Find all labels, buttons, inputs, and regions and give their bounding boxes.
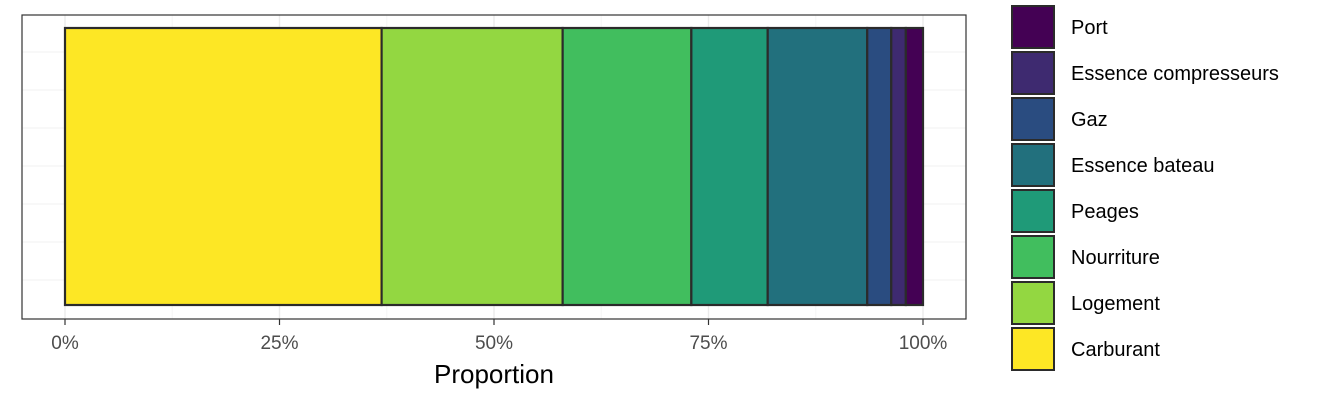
legend-key-gaz (1011, 97, 1055, 141)
x-tick-label: 0% (51, 333, 79, 354)
bar-segment-gaz (866, 26, 893, 307)
legend-label: Carburant (1071, 339, 1160, 361)
legend-key-nourriture (1011, 235, 1055, 279)
legend-label: Nourriture (1071, 247, 1160, 269)
legend-key-port (1011, 5, 1055, 49)
legend-key-logement (1011, 281, 1055, 325)
x-tick-label: 25% (260, 333, 298, 354)
legend-key-essence-compresseurs (1011, 51, 1055, 95)
x-tick-label: 100% (899, 333, 948, 354)
legend-label: Port (1071, 17, 1108, 39)
bar-segment-peages (690, 26, 769, 307)
legend-key-carburant (1011, 327, 1055, 371)
legend-key-essence-bateau (1011, 143, 1055, 187)
x-axis-title: Proportion (434, 359, 554, 389)
legend-label: Gaz (1071, 109, 1108, 131)
legend-label: Peages (1071, 201, 1139, 223)
legend-label: Essence compresseurs (1071, 63, 1279, 85)
bar-segment-nourriture (561, 26, 693, 307)
x-tick-label: 75% (689, 333, 727, 354)
x-tick-label: 50% (475, 333, 513, 354)
bar-segment-essence-compresseurs (890, 26, 907, 307)
bar-segment-carburant (63, 26, 383, 307)
x-axis-ticks: 0% 25% 50% 75% 100% (51, 319, 947, 354)
bar-segment-logement (380, 26, 564, 307)
legend-label: Logement (1071, 293, 1160, 315)
legend: Port Essence compresseurs Gaz Essence batea… (1011, 5, 1279, 371)
legend-key-peages (1011, 189, 1055, 233)
bar-segment-port (904, 26, 925, 307)
bar-segments (63, 26, 925, 307)
bar-segment-essence-bateau (766, 26, 869, 307)
legend-label: Essence bateau (1071, 155, 1214, 177)
